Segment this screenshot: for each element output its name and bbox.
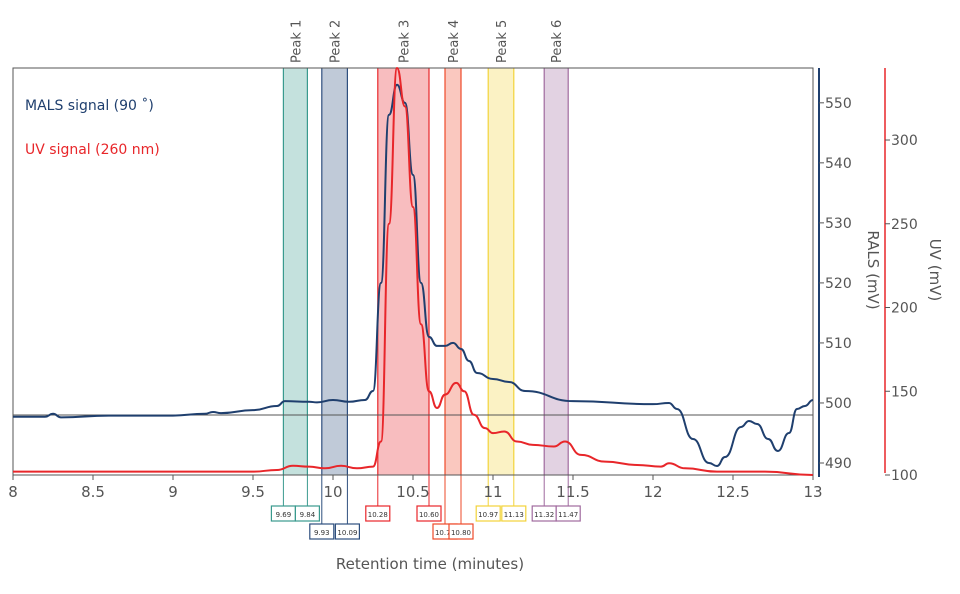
peak-end-box-6 xyxy=(555,505,581,522)
legend-uv: UV signal (260 nm) xyxy=(25,142,160,158)
peak-band-6 xyxy=(544,68,569,475)
rals-tick-label: 550 xyxy=(825,96,852,112)
x-tick-label: 11.5 xyxy=(556,483,589,501)
x-tick-label: 13 xyxy=(803,483,822,501)
rals-tick-label: 540 xyxy=(825,156,852,172)
uv-tick-label: 150 xyxy=(891,384,918,400)
peak-band-4 xyxy=(445,68,461,475)
peak-label-2: Peak 2 xyxy=(329,20,344,63)
peak-band-1 xyxy=(283,68,308,475)
rals-tick-label: 500 xyxy=(825,396,852,412)
uv-tick-label: 200 xyxy=(891,301,918,317)
x-tick-label: 10 xyxy=(323,483,342,501)
x-tick-label: 8.5 xyxy=(81,483,105,501)
peak-end-box-2 xyxy=(334,523,360,540)
peak-label-5: Peak 5 xyxy=(495,20,510,63)
x-tick-label: 9.5 xyxy=(241,483,265,501)
legend-mals: MALS signal (90 ˚) xyxy=(25,97,154,114)
peak-label-3: Peak 3 xyxy=(397,20,412,63)
peak-band-2 xyxy=(321,68,348,475)
peak-label-6: Peak 6 xyxy=(550,20,565,63)
peak-end-box-5 xyxy=(501,505,527,522)
peak-end-box-3 xyxy=(416,505,442,522)
peak-label-4: Peak 4 xyxy=(447,20,462,63)
peak-start-value-1: 9.69 xyxy=(276,511,292,519)
x-tick-label: 12.5 xyxy=(716,483,749,501)
peak-label-1: Peak 1 xyxy=(289,20,304,63)
rals-axis-label: RALS (mV) xyxy=(864,230,882,309)
x-axis-label: Retention time (minutes) xyxy=(336,555,524,573)
x-tick-label: 12 xyxy=(643,483,662,501)
peak-start-box-3 xyxy=(365,505,391,522)
peak-start-value-4: 10.70 xyxy=(435,529,455,537)
x-tick-label: 11 xyxy=(483,483,502,501)
uv-tick-label: 300 xyxy=(891,133,918,149)
peak-start-value-2: 9.93 xyxy=(314,529,330,537)
rals-tick-label: 490 xyxy=(825,456,852,472)
peak-end-value-3: 10.60 xyxy=(419,511,439,519)
peak-start-box-2 xyxy=(309,523,335,540)
series-line-uv xyxy=(12,66,814,476)
x-tick-label: 10.5 xyxy=(396,483,429,501)
peak-band-5 xyxy=(488,68,514,475)
peak-end-value-1: 9.84 xyxy=(300,511,316,519)
uv-axis-label: UV (mV) xyxy=(926,239,944,302)
uv-tick-label: 250 xyxy=(891,217,918,233)
rals-tick-label: 510 xyxy=(825,336,852,352)
peak-end-box-4 xyxy=(448,523,474,540)
series-line-mals xyxy=(13,83,814,467)
rals-tick-label: 520 xyxy=(825,276,852,292)
peak-end-box-1 xyxy=(294,505,320,522)
peak-start-value-5: 10.97 xyxy=(478,511,498,519)
uv-tick-label: 100 xyxy=(891,468,918,484)
peak-start-value-6: 11.32 xyxy=(534,511,554,519)
peak-end-value-6: 11.47 xyxy=(558,511,578,519)
rals-tick-label: 530 xyxy=(825,216,852,232)
peak-end-value-5: 11.13 xyxy=(504,511,524,519)
x-tick-label: 8 xyxy=(8,483,18,501)
peak-start-box-5 xyxy=(475,505,501,522)
peak-end-value-2: 10.09 xyxy=(337,529,357,537)
peak-end-value-4: 10.80 xyxy=(451,529,471,537)
peak-start-value-3: 10.28 xyxy=(368,511,388,519)
x-tick-label: 9 xyxy=(168,483,178,501)
